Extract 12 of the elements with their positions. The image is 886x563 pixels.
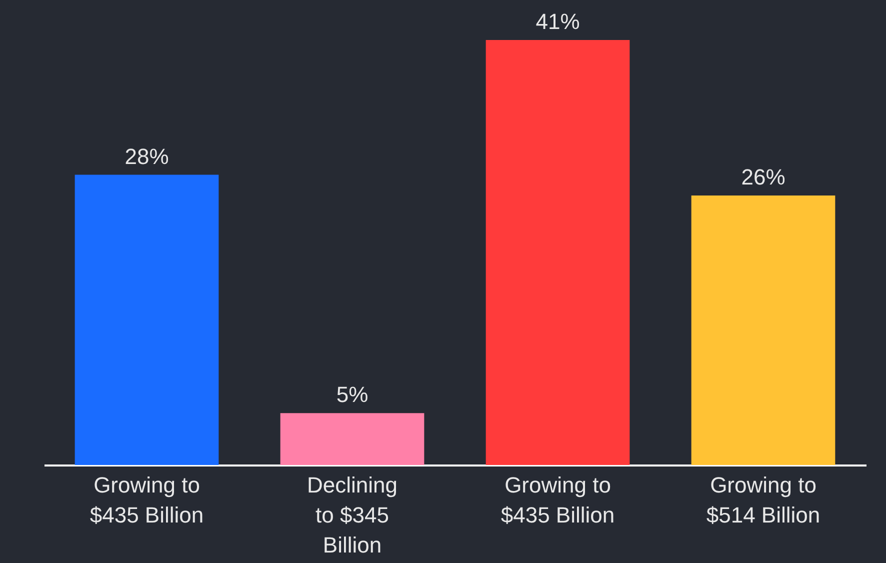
- x-tick-label: Declining to $345 Billion: [307, 472, 398, 558]
- bar: [280, 413, 424, 465]
- data-label: 41%: [536, 9, 580, 34]
- data-label: 26%: [741, 164, 786, 190]
- bar: [691, 195, 836, 465]
- bar: [74, 174, 219, 465]
- bar: [486, 40, 630, 465]
- data-label: 5%: [336, 382, 368, 408]
- x-tick-label: Growing to $514 Billion: [706, 472, 820, 528]
- x-tick-label: Growing to $435 Billion: [90, 472, 204, 528]
- data-label: 28%: [124, 144, 169, 169]
- x-tick-label: Growing to $435 Billion: [500, 472, 615, 528]
